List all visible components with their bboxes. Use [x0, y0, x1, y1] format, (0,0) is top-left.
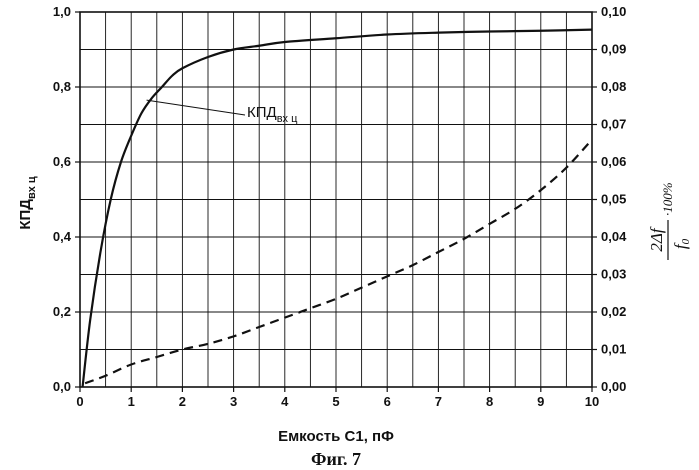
y-right-tick-label: 0,07	[601, 117, 626, 132]
y-right-axis-label: 2Δf f0 ·100%	[647, 182, 692, 260]
y-right-tick-label: 0,05	[601, 192, 626, 207]
y-left-tick-label: 1,0	[53, 4, 71, 19]
figure-caption: Фиг. 7	[311, 449, 361, 469]
y-right-tick-label: 0,10	[601, 4, 626, 19]
x-axis-label: Емкость C1, пФ	[278, 428, 394, 445]
y-right-tick-label: 0,08	[601, 79, 626, 94]
y-left-label-sub: вх ц	[26, 176, 38, 199]
y-right-label-numerator: 2Δf	[647, 226, 666, 251]
x-tick-label: 2	[179, 394, 186, 409]
y-right-tick-label: 0,09	[601, 42, 626, 57]
y-right-tick-label: 0,04	[601, 229, 627, 244]
series-line-frequency	[85, 140, 592, 384]
y-left-axis-label: КПДвх ц	[17, 176, 38, 230]
y-right-tick-label: 0,06	[601, 154, 626, 169]
y-left-tick-label: 0,6	[53, 154, 71, 169]
y-left-tick-label: 0,2	[53, 304, 71, 319]
y-right-label-denominator: f0	[671, 238, 692, 249]
x-tick-label: 4	[281, 394, 289, 409]
annotation-sub: вх ц	[277, 113, 298, 125]
y-left-tick-label: 0,8	[53, 79, 71, 94]
x-tick-label: 3	[230, 394, 237, 409]
x-tick-label: 5	[332, 394, 339, 409]
annotation-leader-line	[147, 100, 245, 115]
y-right-axis-ticks: 0,00 0,01 0,02 0,03 0,04 0,05 0,06 0,07 0,08 0,09…	[592, 4, 627, 394]
x-tick-label: 8	[486, 394, 493, 409]
y-left-tick-label: 0,4	[53, 229, 72, 244]
annotation-label: КПДвх ц	[247, 104, 298, 125]
y-left-label-main: КПД	[17, 199, 34, 230]
x-axis-ticks: 0 1 2 3 4 5 6 7 8 9 10	[76, 387, 599, 409]
x-tick-label: 1	[128, 394, 135, 409]
x-tick-label: 7	[435, 394, 442, 409]
y-right-label-suffix: ·100%	[660, 182, 675, 216]
x-tick-label: 10	[585, 394, 599, 409]
grid	[80, 12, 592, 387]
y-right-tick-label: 0,02	[601, 304, 626, 319]
x-tick-label: 6	[384, 394, 391, 409]
y-left-axis-ticks: 0,0 0,2 0,4 0,6 0,8 1,0	[53, 4, 80, 394]
y-right-tick-label: 0,01	[601, 342, 626, 357]
annotation-main: КПД	[247, 104, 277, 121]
y-right-tick-label: 0,03	[601, 267, 626, 282]
y-right-tick-label: 0,00	[601, 379, 626, 394]
y-left-tick-label: 0,0	[53, 379, 71, 394]
x-tick-label: 9	[537, 394, 544, 409]
x-tick-label: 0	[76, 394, 83, 409]
